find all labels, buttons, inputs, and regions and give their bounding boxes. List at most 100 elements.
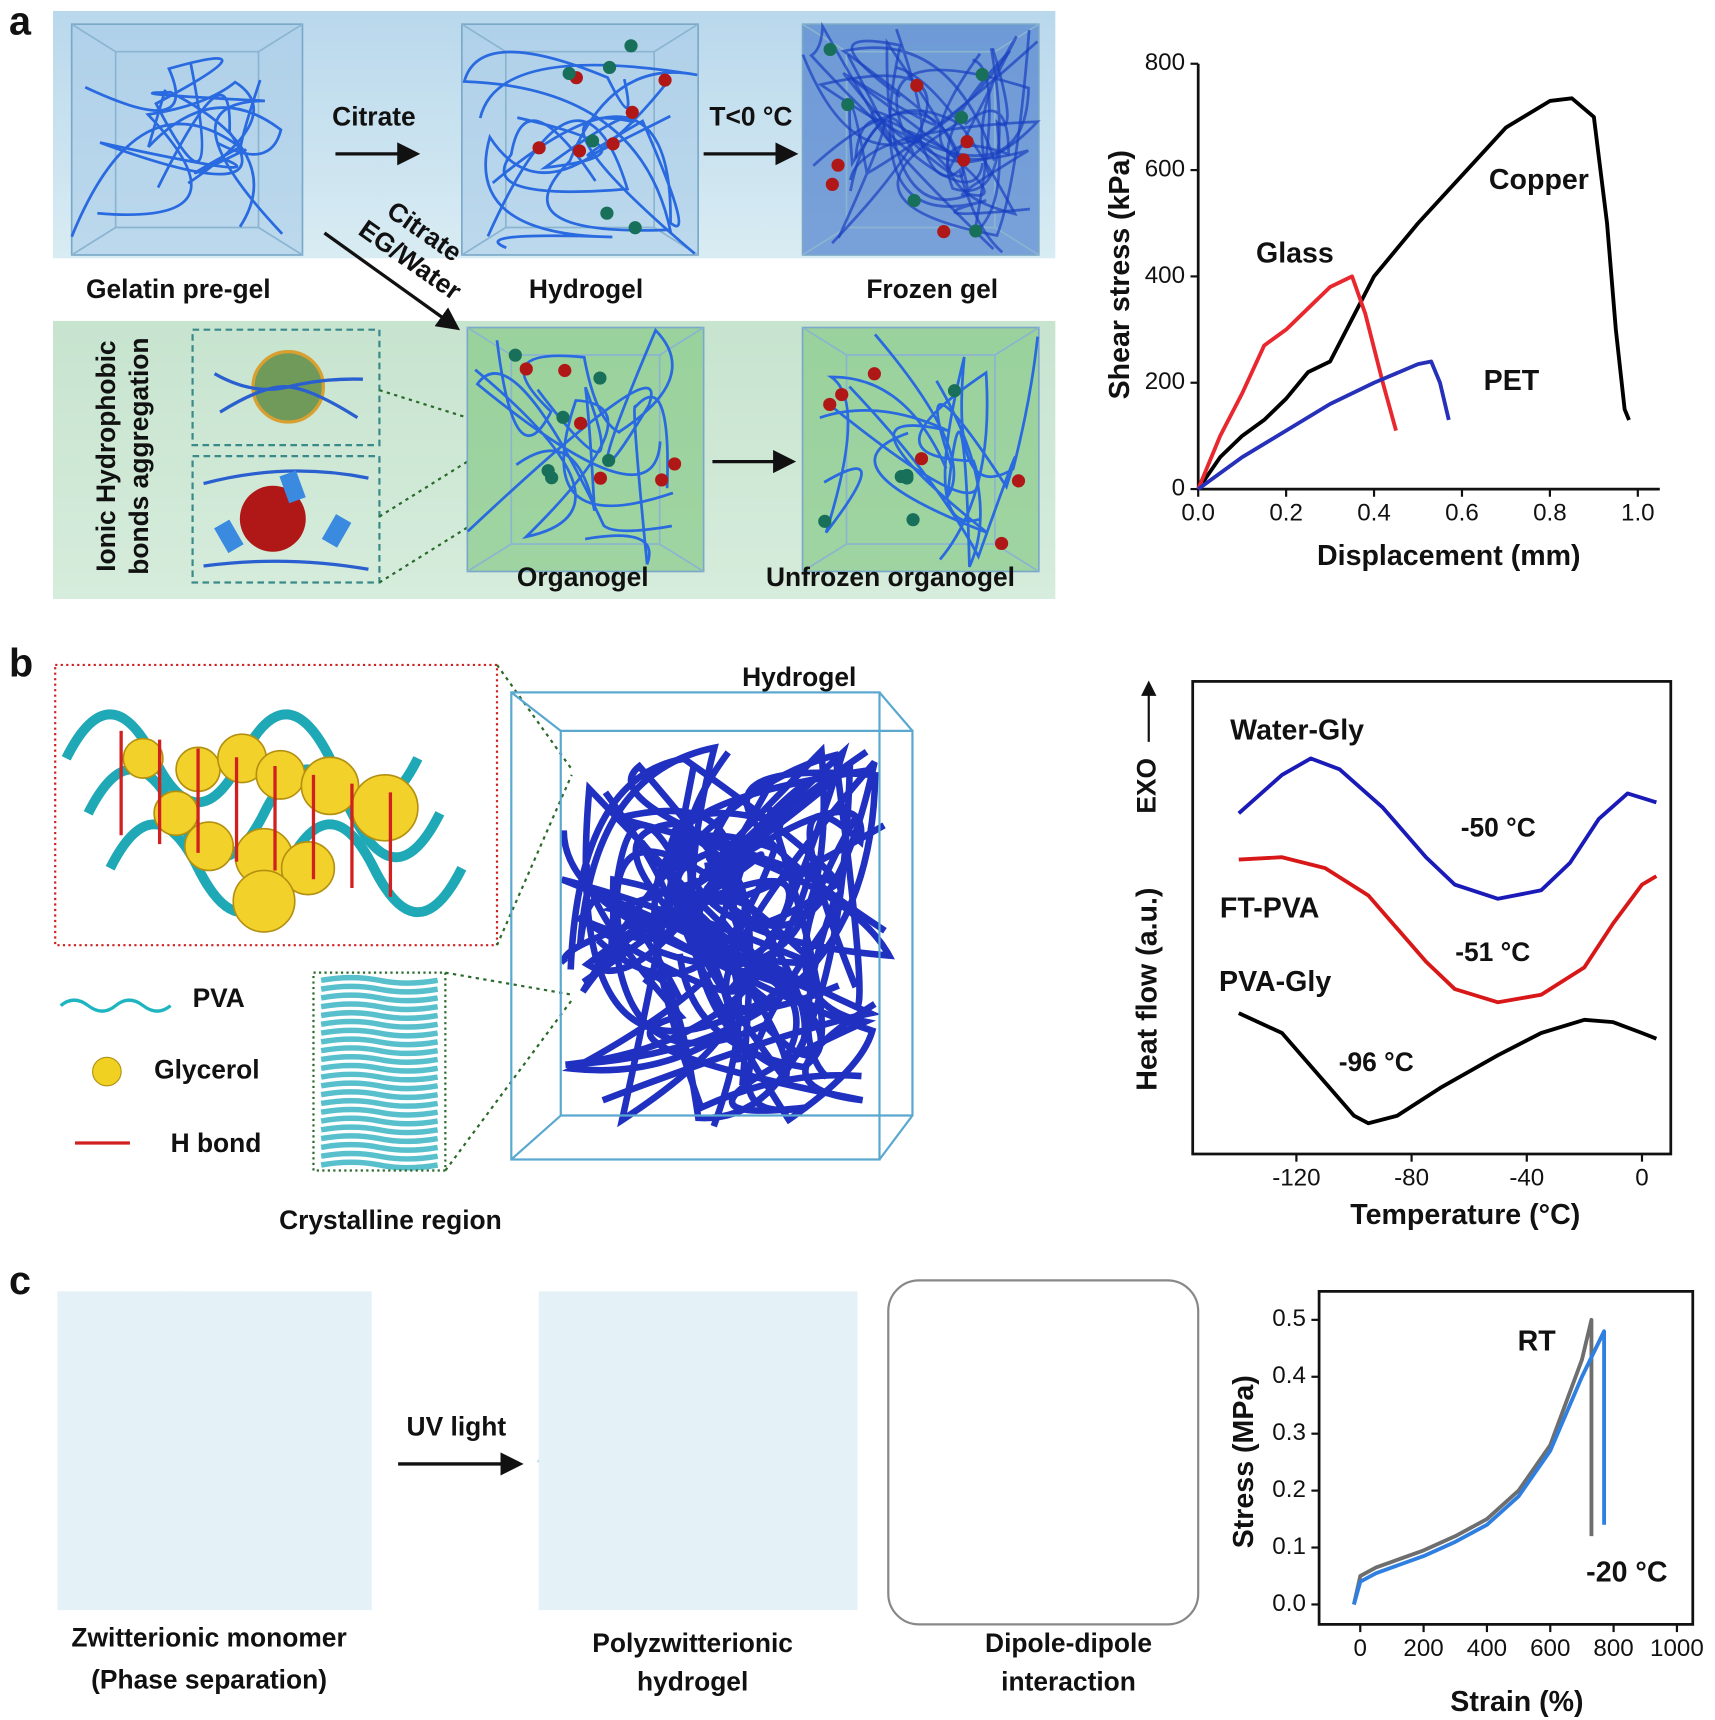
crosslink bbox=[969, 224, 983, 238]
glycerol bbox=[351, 774, 419, 842]
x-tick-label: -120 bbox=[1272, 1165, 1320, 1192]
polymer-chain bbox=[478, 63, 698, 232]
x-tick-label: 0.4 bbox=[1357, 500, 1391, 527]
cube-face bbox=[70, 23, 304, 256]
crosslink bbox=[823, 397, 837, 412]
cube-edge bbox=[71, 23, 303, 256]
y-tick-label: 0.1 bbox=[1272, 1533, 1306, 1560]
crosslink bbox=[818, 514, 832, 528]
x-tick-label: 0.0 bbox=[1181, 500, 1215, 527]
crystal-layer bbox=[320, 983, 439, 995]
crosslink bbox=[600, 206, 614, 220]
x-tick-label: 200 bbox=[1403, 1635, 1443, 1662]
polymer-chain bbox=[515, 386, 603, 512]
crystal-layer bbox=[320, 1027, 439, 1039]
polymer-chain bbox=[972, 47, 1009, 238]
crosslink bbox=[574, 416, 588, 430]
crystal-layer bbox=[320, 1141, 439, 1153]
chain bbox=[213, 372, 363, 420]
crosslink bbox=[602, 453, 616, 468]
polymer-chain bbox=[97, 80, 255, 217]
x-tick-label: 0.2 bbox=[1269, 500, 1303, 527]
x-tick-label: 0 bbox=[1354, 1635, 1367, 1662]
legend-label: H bond bbox=[171, 1128, 262, 1158]
series-label: Copper bbox=[1489, 164, 1589, 196]
crosslink bbox=[975, 67, 989, 82]
polymer-chain bbox=[812, 52, 1029, 197]
crystal-layer bbox=[320, 1080, 439, 1092]
y-tick-label: 0.2 bbox=[1272, 1476, 1306, 1503]
plot-frame bbox=[1191, 680, 1673, 1156]
series-line bbox=[1352, 1317, 1594, 1605]
crosslink bbox=[562, 66, 576, 81]
interaction-label: bonds aggregation bbox=[124, 337, 154, 574]
crosslink bbox=[823, 42, 837, 57]
zoom-line bbox=[444, 664, 573, 1172]
caption: (Phase separation) bbox=[91, 1665, 327, 1695]
y-tick-label: 0.3 bbox=[1272, 1419, 1306, 1446]
polymer-chain bbox=[561, 848, 817, 967]
x-tick-label: -80 bbox=[1394, 1165, 1429, 1192]
crosslink bbox=[593, 471, 608, 485]
crosslink bbox=[835, 387, 849, 402]
crosslink bbox=[628, 221, 642, 235]
polymer-chain bbox=[475, 372, 673, 533]
series-label: PET bbox=[1484, 365, 1540, 397]
crosslink bbox=[960, 135, 974, 149]
series-line bbox=[1197, 359, 1451, 491]
arrow-label: T<0 °C bbox=[709, 102, 792, 132]
crosslink bbox=[841, 97, 855, 112]
crosslink bbox=[867, 367, 881, 381]
crystal-layer bbox=[320, 1150, 439, 1162]
crystal-layer bbox=[320, 1010, 439, 1022]
arrow bbox=[323, 231, 461, 331]
legend-pva bbox=[59, 998, 172, 1013]
y-arrow-label: EXO bbox=[1132, 758, 1162, 814]
interaction-box bbox=[191, 455, 381, 584]
x-axis-title: Temperature (°C) bbox=[1350, 1199, 1580, 1231]
zoom-line bbox=[378, 389, 468, 584]
crosslink bbox=[994, 536, 1009, 551]
crosslink bbox=[545, 471, 559, 485]
legend-glycerol bbox=[92, 1056, 122, 1087]
crystal-layer bbox=[320, 1089, 439, 1101]
polymer-chain bbox=[581, 760, 878, 1013]
series-line bbox=[1352, 1329, 1607, 1605]
x-tick-label: 1.0 bbox=[1621, 500, 1655, 527]
interaction-label: Ionic Hydrophobic bbox=[91, 340, 121, 571]
x-tick-label: 1000 bbox=[1650, 1635, 1704, 1662]
crystal-layer bbox=[320, 1106, 439, 1118]
series-line bbox=[1238, 855, 1658, 1005]
caption: Dipole-dipole bbox=[985, 1628, 1152, 1658]
caption: interaction bbox=[1001, 1667, 1136, 1697]
polymer-chain bbox=[817, 68, 1030, 245]
y-tick-label: 600 bbox=[1145, 155, 1185, 182]
series-label: PVA-Gly bbox=[1219, 966, 1331, 998]
glycerol bbox=[300, 756, 360, 816]
cube-edge bbox=[802, 326, 1040, 573]
crosslink bbox=[602, 60, 617, 75]
caption: hydrogel bbox=[637, 1667, 748, 1697]
crosslink bbox=[556, 410, 570, 424]
polymer-chain bbox=[147, 89, 283, 156]
crosslink bbox=[894, 469, 908, 484]
crystal-layer bbox=[320, 1124, 439, 1136]
x-tick-label: 0.6 bbox=[1445, 500, 1479, 527]
plot-frame bbox=[1317, 1290, 1695, 1626]
y-axis-title: Shear stress (kPa) bbox=[1104, 150, 1136, 399]
crosslink bbox=[914, 452, 929, 466]
x-tick-label: 800 bbox=[1593, 1635, 1633, 1662]
crosslink bbox=[910, 78, 924, 93]
crystal-layer bbox=[320, 992, 439, 1004]
glycerol bbox=[122, 737, 164, 779]
axes bbox=[1196, 63, 1660, 491]
crosslink bbox=[667, 457, 682, 471]
crystal-layer bbox=[320, 1018, 439, 1030]
y-tick-label: 400 bbox=[1145, 262, 1185, 289]
network-title: Hydrogel bbox=[742, 662, 856, 692]
amine-group bbox=[321, 514, 352, 548]
series-label: FT-PVA bbox=[1220, 893, 1319, 925]
x-tick-label: 400 bbox=[1467, 1635, 1507, 1662]
hydrogel-background bbox=[538, 1291, 858, 1611]
